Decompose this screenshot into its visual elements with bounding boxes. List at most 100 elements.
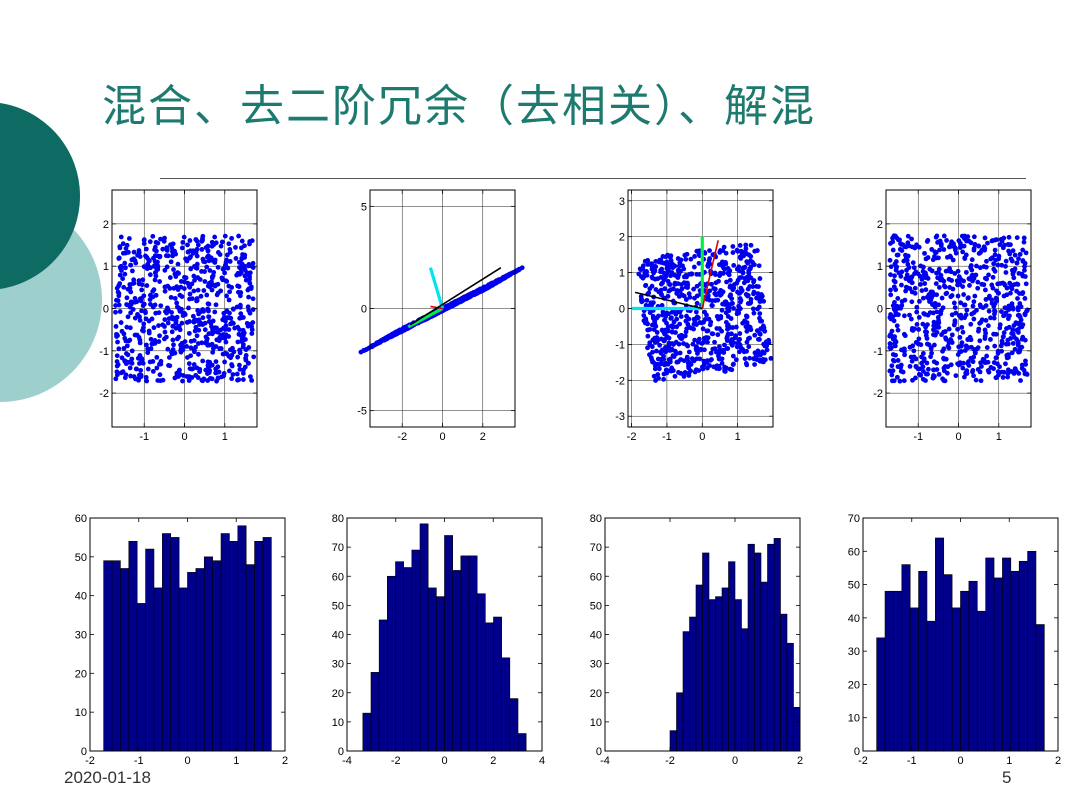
data-point bbox=[228, 347, 233, 353]
y-tick-label: 70 bbox=[332, 542, 344, 554]
data-point bbox=[895, 327, 901, 333]
bar bbox=[136, 603, 146, 752]
data-point bbox=[227, 289, 233, 295]
data-point bbox=[656, 362, 662, 367]
data-point bbox=[164, 245, 170, 251]
y-tick-label: 2 bbox=[103, 219, 109, 231]
bar bbox=[734, 599, 742, 752]
x-tick-label: -2 bbox=[858, 755, 868, 767]
data-point bbox=[137, 361, 142, 366]
data-point bbox=[207, 268, 213, 273]
y-tick-label: 30 bbox=[848, 646, 860, 658]
data-point bbox=[994, 288, 999, 294]
data-point bbox=[1003, 361, 1008, 367]
data-point bbox=[221, 314, 227, 320]
data-point bbox=[168, 295, 174, 300]
data-point bbox=[717, 344, 722, 350]
data-point bbox=[929, 294, 934, 300]
bar bbox=[689, 616, 697, 752]
data-point bbox=[897, 247, 903, 252]
data-point bbox=[669, 271, 675, 277]
data-point bbox=[223, 339, 229, 345]
data-point bbox=[158, 358, 164, 364]
bar bbox=[162, 533, 172, 752]
data-point bbox=[245, 304, 251, 310]
data-point bbox=[899, 282, 904, 288]
data-point bbox=[917, 299, 922, 304]
data-point bbox=[990, 285, 996, 291]
data-point bbox=[211, 329, 217, 335]
data-point bbox=[951, 300, 957, 306]
data-point bbox=[888, 345, 894, 351]
data-point bbox=[954, 278, 960, 284]
data-point bbox=[723, 261, 729, 267]
data-point bbox=[747, 266, 753, 272]
data-point bbox=[1019, 271, 1025, 277]
data-point bbox=[692, 295, 697, 301]
data-point bbox=[962, 348, 968, 353]
data-point bbox=[639, 297, 645, 303]
data-point bbox=[681, 266, 687, 272]
data-point bbox=[745, 286, 751, 292]
data-point bbox=[965, 234, 971, 240]
data-point bbox=[661, 338, 667, 344]
data-point bbox=[516, 267, 522, 272]
data-point bbox=[682, 370, 688, 376]
data-point bbox=[116, 255, 122, 261]
data-point bbox=[888, 272, 893, 278]
data-point bbox=[901, 378, 907, 384]
data-point bbox=[894, 264, 899, 270]
data-point bbox=[953, 245, 958, 251]
data-point bbox=[716, 278, 721, 284]
data-point bbox=[975, 285, 981, 291]
data-point bbox=[658, 349, 663, 355]
data-point bbox=[963, 252, 969, 258]
data-point bbox=[1023, 250, 1029, 256]
data-point bbox=[765, 338, 771, 344]
data-point bbox=[224, 293, 229, 299]
data-point bbox=[152, 277, 158, 283]
data-point bbox=[757, 330, 763, 336]
data-point bbox=[165, 320, 171, 326]
data-point bbox=[650, 265, 656, 271]
data-point bbox=[737, 254, 743, 260]
data-point bbox=[914, 309, 920, 315]
histogram-bars bbox=[362, 523, 527, 752]
data-point bbox=[170, 249, 175, 255]
y-tick-label: -5 bbox=[357, 406, 367, 418]
data-point bbox=[737, 331, 743, 336]
y-tick-label: 50 bbox=[848, 580, 860, 592]
data-point bbox=[702, 347, 707, 353]
x-tick-label: 2 bbox=[282, 755, 288, 767]
data-point bbox=[240, 370, 246, 376]
data-point bbox=[167, 363, 173, 369]
data-point bbox=[246, 308, 252, 313]
data-point bbox=[236, 331, 242, 337]
data-point bbox=[702, 335, 708, 341]
bar bbox=[128, 540, 138, 752]
data-point bbox=[243, 353, 249, 358]
y-tick-label: 50 bbox=[332, 600, 344, 612]
data-point bbox=[972, 293, 978, 299]
data-point bbox=[179, 320, 185, 326]
data-point bbox=[887, 341, 893, 346]
data-point bbox=[995, 369, 1001, 375]
data-point bbox=[128, 289, 134, 295]
data-point bbox=[979, 364, 984, 369]
data-point bbox=[686, 365, 692, 371]
data-point bbox=[653, 259, 659, 264]
bar bbox=[245, 564, 255, 752]
data-point bbox=[141, 301, 147, 307]
data-point bbox=[756, 263, 762, 269]
data-point bbox=[645, 333, 651, 339]
data-point bbox=[952, 305, 958, 311]
data-point bbox=[918, 282, 923, 287]
data-point bbox=[229, 235, 235, 241]
data-point bbox=[116, 302, 122, 308]
data-point bbox=[1010, 327, 1016, 333]
data-point bbox=[970, 303, 976, 309]
data-point bbox=[693, 309, 699, 315]
